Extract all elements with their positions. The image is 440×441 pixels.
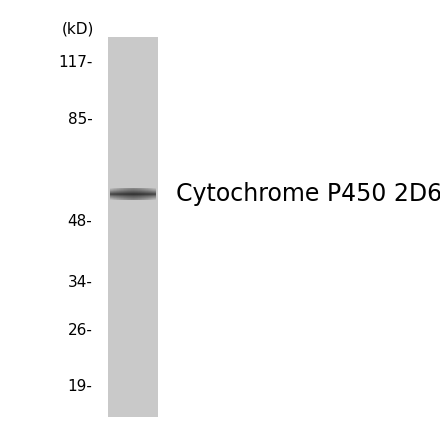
Bar: [138, 188, 139, 200]
Bar: [127, 188, 128, 200]
Bar: [147, 188, 148, 200]
Bar: [133, 188, 134, 200]
Bar: [112, 188, 113, 200]
Bar: [131, 188, 132, 200]
Bar: [129, 188, 130, 200]
Bar: [125, 188, 126, 200]
Bar: [140, 188, 141, 200]
Text: Cytochrome P450 2D6: Cytochrome P450 2D6: [176, 182, 440, 206]
Bar: [154, 188, 155, 200]
Bar: [116, 188, 117, 200]
Bar: [145, 188, 146, 200]
Bar: [121, 188, 122, 200]
Text: 85-: 85-: [68, 112, 92, 127]
Text: 48-: 48-: [68, 214, 92, 229]
Bar: [155, 188, 156, 200]
Bar: [115, 188, 116, 200]
Text: 26-: 26-: [67, 323, 92, 338]
Bar: [139, 188, 140, 200]
Bar: [141, 188, 142, 200]
Bar: [142, 188, 143, 200]
Text: 117-: 117-: [58, 56, 92, 71]
Bar: [149, 188, 150, 200]
Bar: [144, 188, 145, 200]
Bar: [135, 188, 136, 200]
Bar: [114, 188, 115, 200]
Bar: [151, 188, 152, 200]
Text: (kD): (kD): [62, 21, 95, 36]
Bar: [113, 188, 114, 200]
Bar: [130, 188, 131, 200]
Bar: [110, 188, 111, 200]
Bar: [117, 188, 118, 200]
Bar: [111, 188, 112, 200]
Bar: [108, 37, 158, 417]
Bar: [148, 188, 149, 200]
Bar: [124, 188, 125, 200]
Bar: [128, 188, 129, 200]
Bar: [153, 188, 154, 200]
Bar: [146, 188, 147, 200]
Bar: [120, 188, 121, 200]
Bar: [137, 188, 138, 200]
Text: 19-: 19-: [67, 379, 92, 394]
Bar: [123, 188, 124, 200]
Bar: [134, 188, 135, 200]
Bar: [119, 188, 120, 200]
Bar: [126, 188, 127, 200]
Bar: [152, 188, 153, 200]
Text: 34-: 34-: [67, 275, 92, 290]
Bar: [122, 188, 123, 200]
Bar: [150, 188, 151, 200]
Bar: [136, 188, 137, 200]
Bar: [132, 188, 133, 200]
Bar: [118, 188, 119, 200]
Bar: [143, 188, 144, 200]
